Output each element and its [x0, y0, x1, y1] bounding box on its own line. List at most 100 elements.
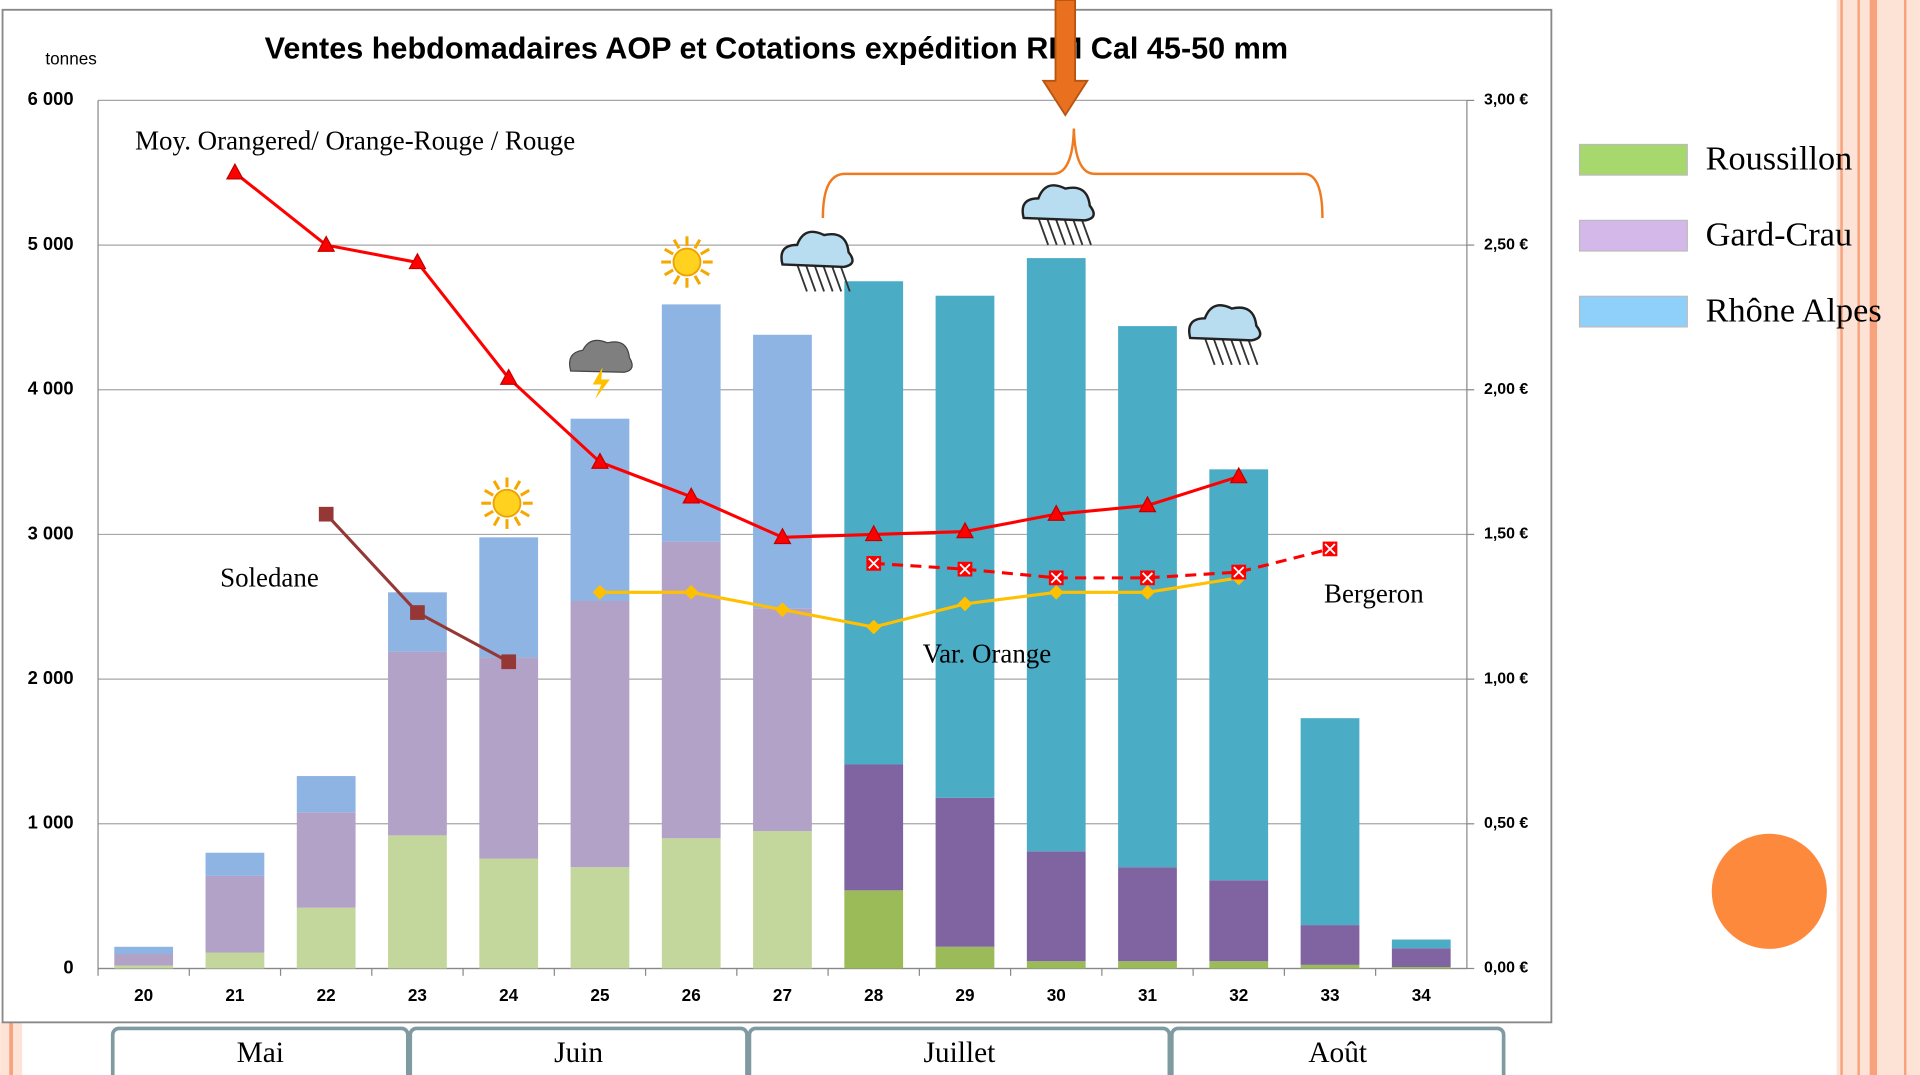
rain	[813, 264, 825, 292]
series-label: Var. Orange	[923, 638, 1052, 668]
y2-tick-label: 1,00 €	[1484, 670, 1528, 687]
y-axis-label: tonnes	[45, 49, 96, 69]
line-marker	[866, 556, 882, 571]
bar-segment	[1300, 925, 1360, 965]
legend-label: Roussillon	[1706, 139, 1853, 177]
bar-segment	[935, 797, 995, 947]
line-marker	[683, 584, 699, 600]
x-tick-label: 20	[134, 985, 153, 1005]
line-series	[873, 547, 1331, 580]
bar-segment	[1118, 961, 1177, 969]
bar-segment	[844, 890, 904, 969]
rain	[1229, 337, 1242, 366]
line-marker	[1048, 584, 1064, 600]
line-marker	[225, 162, 244, 180]
rain	[1204, 337, 1216, 366]
cloud	[1188, 304, 1262, 342]
x-tick-label: 25	[590, 985, 610, 1005]
x-tick-label: 33	[1320, 985, 1339, 1005]
series-label: Moy. Orangered/ Orange-Rouge / Rouge	[135, 125, 575, 155]
x-tick-label: 28	[864, 985, 883, 1005]
x-tick-label: 24	[499, 985, 519, 1005]
line-marker	[955, 521, 974, 539]
marker-cross	[1324, 543, 1336, 555]
y2-tick-label: 0,00 €	[1484, 960, 1528, 977]
bar-segment	[1026, 961, 1086, 969]
rain	[1037, 217, 1050, 246]
month-box	[747, 1026, 1172, 1075]
sun-ray	[483, 509, 494, 518]
bar-segment	[205, 952, 265, 969]
line-series	[233, 171, 1240, 539]
bar-segment	[1209, 880, 1269, 962]
bar-segment	[1391, 948, 1451, 968]
legend-swatch	[1578, 295, 1688, 328]
bar-segment	[388, 835, 447, 969]
line-marker	[1140, 584, 1155, 600]
rain	[804, 264, 817, 292]
line-marker	[590, 452, 609, 469]
rain	[839, 264, 851, 292]
y-tick-label: 6 000	[28, 88, 74, 109]
x-tick-label: 30	[1047, 985, 1066, 1005]
line-marker	[1322, 541, 1338, 557]
bar-segment	[296, 776, 356, 813]
marker-cross	[1141, 572, 1154, 584]
bar-segment	[1209, 469, 1269, 881]
bar-segment	[844, 764, 904, 891]
y2-tick-label: 2,50 €	[1484, 236, 1528, 253]
bar-segment	[114, 946, 174, 955]
orange-dot	[1711, 833, 1827, 949]
line-marker	[1048, 570, 1064, 586]
bar-segment	[296, 907, 356, 969]
sun-ray	[699, 268, 710, 277]
legend-swatch	[1578, 143, 1688, 176]
line-marker	[1229, 466, 1248, 484]
bar-segment	[1118, 867, 1177, 962]
y2-tick-label: 2,00 €	[1484, 381, 1528, 398]
bar-segment	[935, 946, 995, 969]
line-marker	[775, 602, 790, 618]
rain	[822, 264, 834, 292]
month-label: Juin	[554, 1037, 603, 1069]
legend-swatch	[1578, 219, 1688, 252]
rain	[1046, 217, 1058, 246]
cloud	[780, 230, 854, 269]
month-label: Mai	[237, 1037, 284, 1069]
plot: 0 1 000 2 000 3 000 4 000 5 000 6 000 0,00 € 0,5…	[28, 88, 1882, 1075]
bar-segment	[1300, 964, 1360, 969]
bar-segment	[753, 334, 812, 609]
y2-tick-label: 3,00 €	[1484, 92, 1528, 109]
line-marker	[1231, 564, 1247, 580]
rain	[830, 264, 843, 292]
bar-segment	[661, 838, 721, 969]
sun-ray	[520, 509, 531, 518]
x-tick-label: 27	[773, 985, 792, 1005]
line-marker	[410, 605, 425, 620]
sun-ray	[663, 268, 674, 277]
x-tick-label: 32	[1229, 985, 1248, 1005]
y-tick-label: 2 000	[28, 667, 74, 688]
rain	[1238, 337, 1250, 366]
line-marker	[408, 252, 427, 270]
sun-ray	[483, 489, 494, 497]
line-marker	[1047, 504, 1066, 521]
line-marker	[317, 235, 336, 252]
line-marker	[1138, 495, 1157, 513]
x-tick-label: 23	[408, 985, 427, 1005]
sun-ray	[513, 480, 522, 491]
y-tick-label: 4 000	[28, 378, 74, 399]
cloud	[1021, 184, 1095, 222]
sun	[492, 488, 522, 518]
sun-ray	[520, 489, 531, 497]
lightning	[592, 367, 610, 400]
marker-cross	[868, 557, 880, 569]
chart-title: Ventes hebdomadaires AOP et Cotations ex…	[265, 31, 1288, 65]
line-marker	[592, 584, 608, 600]
month-label: Juillet	[923, 1037, 995, 1069]
arrow	[1041, 0, 1090, 117]
sun-ray	[663, 247, 674, 256]
bar-segment	[1026, 851, 1086, 962]
bar-segment	[570, 867, 630, 969]
